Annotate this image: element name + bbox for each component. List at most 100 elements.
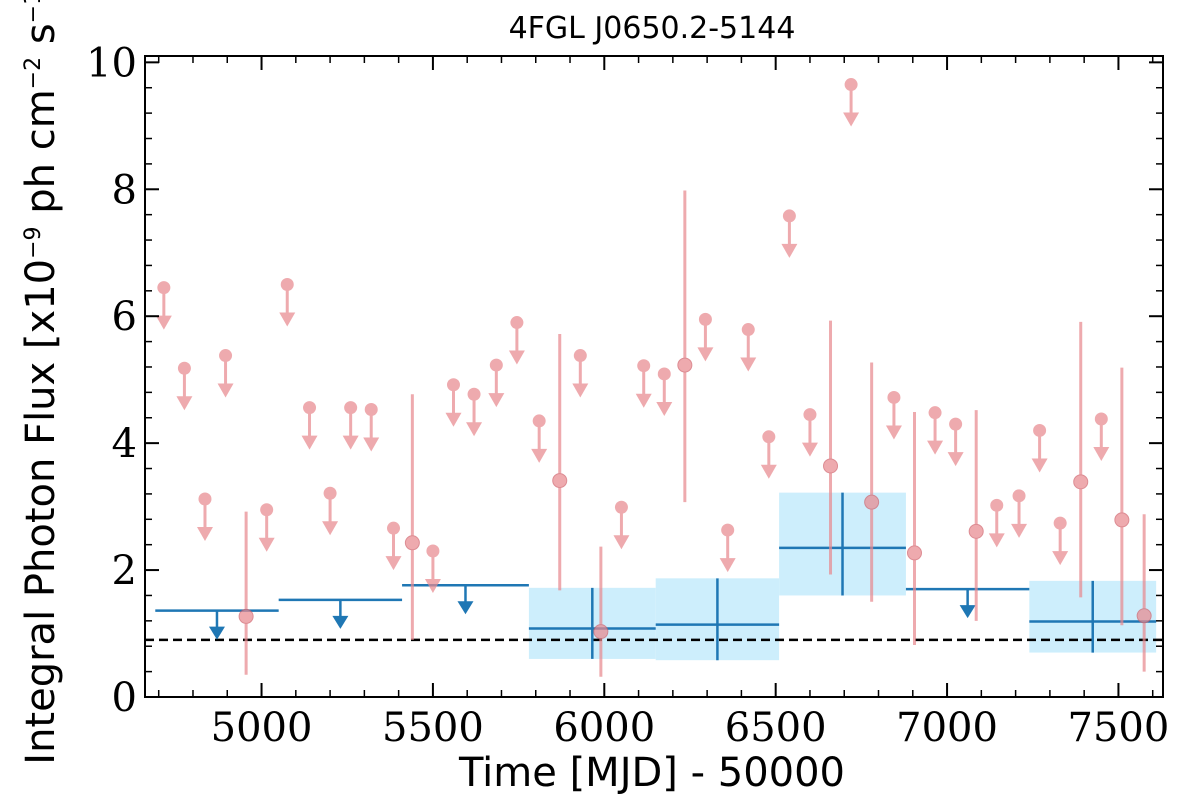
long-bin-upper-limit-arrow — [457, 601, 474, 615]
short-bin-upper-limit-9 — [363, 403, 380, 452]
short-bin-upper-limit-26 — [801, 408, 818, 457]
short-bin-detection-marker — [864, 494, 880, 510]
x-tick-label: 5000 — [211, 705, 313, 751]
short-bin-upper-limit-arrow — [613, 535, 630, 550]
plot-content — [145, 78, 1163, 677]
short-bin-upper-limit-5 — [279, 277, 296, 327]
short-bin-upper-limit-arrow — [801, 442, 818, 457]
short-bin-detection-8 — [968, 410, 984, 621]
long-bin-upper-limit-arrow — [208, 626, 225, 640]
y-tick-label: 2 — [112, 548, 137, 594]
x-tick-label: 5500 — [382, 705, 484, 751]
short-bin-upper-limit-marker — [1094, 412, 1108, 426]
y-axis-label-exp3: −1 — [21, 0, 46, 23]
short-bin-upper-limit-arrow — [508, 350, 525, 365]
long-bin-detection-3 — [1029, 580, 1157, 653]
short-bin-upper-limit-arrow — [760, 464, 777, 479]
short-bin-detection-11 — [1136, 514, 1152, 672]
x-tick-label: 6000 — [553, 705, 655, 751]
short-bin-detection-marker — [404, 535, 420, 551]
short-bin-upper-limit-11 — [424, 544, 441, 594]
short-bin-upper-limit-4 — [258, 503, 275, 552]
short-bin-upper-limit-20 — [656, 367, 673, 416]
long-bin-detection-1 — [655, 578, 780, 661]
short-bin-upper-limit-22 — [719, 523, 736, 573]
short-bin-upper-limit-arrow — [363, 437, 380, 452]
short-bin-upper-limit-arrow — [656, 401, 673, 416]
short-bin-detection-2 — [552, 333, 568, 591]
short-bin-upper-limit-marker — [573, 349, 587, 363]
short-bin-detection-3 — [593, 546, 609, 677]
short-bin-upper-limit-32 — [1011, 489, 1028, 538]
short-bin-upper-limit-marker — [489, 358, 503, 372]
short-bin-upper-limit-14 — [488, 358, 505, 408]
short-bin-upper-limit-arrow — [740, 357, 757, 372]
short-bin-upper-limit-10 — [385, 521, 402, 571]
short-bin-upper-limit-marker — [157, 281, 171, 295]
short-bin-upper-limit-marker — [721, 523, 735, 537]
short-bin-upper-limit-34 — [1052, 516, 1069, 566]
short-bin-upper-limit-marker — [614, 500, 628, 514]
short-bin-upper-limit-33 — [1031, 423, 1048, 473]
short-bin-upper-limit-arrow — [488, 393, 505, 408]
short-bin-upper-limit-arrow — [781, 243, 798, 258]
y-tick-label: 6 — [112, 294, 137, 340]
chart-title: 4FGL J0650.2-5144 — [509, 11, 796, 46]
short-bin-upper-limit-arrow — [322, 521, 339, 536]
short-bin-upper-limit-29 — [927, 406, 944, 455]
short-bin-detection-0 — [238, 511, 254, 675]
y-axis-label-prefix: Integral Photon Flux [x10 — [18, 259, 64, 765]
short-bin-upper-limit-marker — [177, 361, 191, 375]
y-axis-label-exp1: −9 — [21, 226, 46, 258]
short-bin-upper-limit-arrow — [531, 448, 548, 463]
short-bin-detection-marker — [1073, 474, 1089, 490]
short-bin-upper-limit-marker — [762, 430, 776, 444]
short-bin-upper-limit-30 — [947, 417, 964, 467]
short-bin-upper-limit-2 — [196, 492, 213, 541]
long-bin-upper-limit-0 — [155, 609, 279, 640]
short-bin-upper-limit-27 — [843, 78, 860, 127]
short-bin-upper-limit-24 — [760, 430, 777, 479]
short-bin-upper-limit-marker — [532, 414, 546, 428]
short-bin-upper-limit-marker — [364, 403, 378, 417]
short-bin-upper-limit-arrow — [217, 383, 234, 398]
short-bin-upper-limit-arrow — [1031, 458, 1048, 473]
short-bin-upper-limit-arrow — [927, 440, 944, 455]
short-bin-upper-limit-12 — [445, 378, 462, 427]
short-bin-detection-marker — [552, 473, 568, 489]
short-bin-upper-limit-marker — [280, 277, 294, 291]
short-bin-upper-limit-arrow — [988, 533, 1005, 548]
short-bin-upper-limit-25 — [781, 209, 798, 258]
long-bin-detection-2 — [779, 492, 906, 596]
y-tick-label: 0 — [112, 675, 137, 721]
short-bin-upper-limit-35 — [1093, 412, 1110, 462]
long-bin-upper-limit-arrow — [332, 615, 349, 629]
short-bin-upper-limit-marker — [1053, 516, 1067, 530]
short-bin-upper-limit-marker — [467, 387, 481, 401]
short-bin-upper-limit-8 — [342, 401, 359, 450]
short-bin-upper-limit-arrow — [466, 422, 483, 437]
short-bin-upper-limit-marker — [323, 486, 337, 500]
y-axis-label-exp2: −2 — [21, 57, 46, 89]
short-bin-upper-limit-marker — [446, 378, 460, 392]
short-bin-upper-limit-arrow — [719, 558, 736, 573]
x-tick-label: 7000 — [896, 705, 998, 751]
y-tick-label: 8 — [112, 167, 137, 213]
short-bin-upper-limit-31 — [988, 498, 1005, 548]
short-bin-upper-limit-marker — [637, 359, 651, 373]
y-tick-label: 10 — [86, 40, 137, 86]
short-bin-upper-limit-15 — [508, 316, 525, 365]
short-bin-upper-limit-1 — [176, 361, 193, 411]
x-tick-label: 6500 — [725, 705, 827, 751]
short-bin-upper-limit-3 — [217, 349, 234, 398]
short-bin-detection-marker — [968, 523, 984, 539]
short-bin-upper-limit-marker — [303, 401, 317, 415]
short-bin-upper-limit-arrow — [258, 537, 275, 552]
short-bin-upper-limit-arrow — [176, 396, 193, 411]
long-bin-upper-limit-3 — [905, 587, 1030, 619]
short-bin-detection-marker — [1136, 608, 1152, 624]
short-bin-upper-limit-marker — [657, 367, 671, 381]
short-bin-upper-limit-marker — [198, 492, 212, 506]
x-axis-label: Time [MJD] - 50000 — [458, 750, 845, 796]
